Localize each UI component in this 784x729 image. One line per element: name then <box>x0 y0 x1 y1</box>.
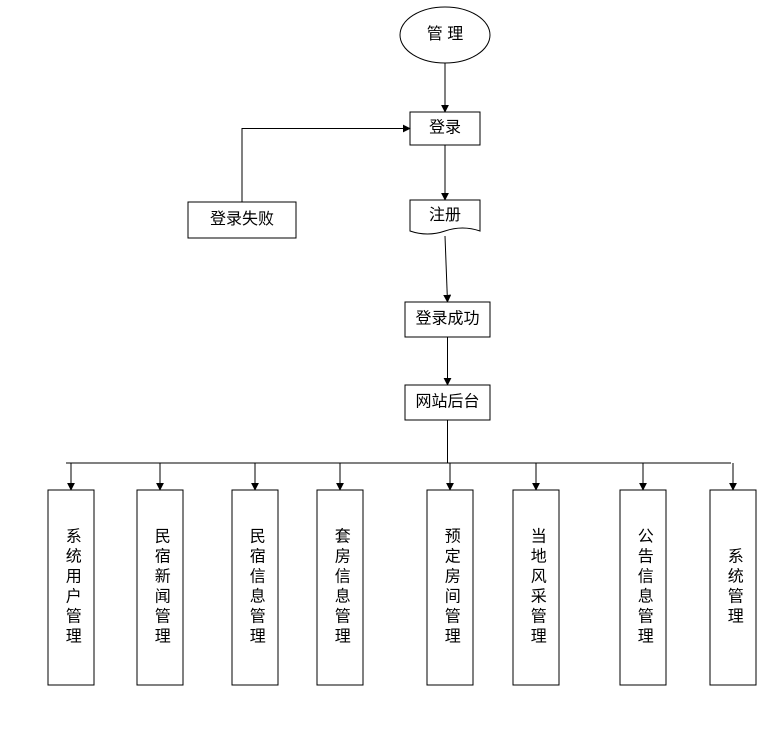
modules-group: 系统用户管理 民宿新闻管理 民宿信息管理 套房信息管理 预定房间管理 当地风采管理 公告信息… <box>48 463 756 685</box>
edge-register-success <box>445 236 448 302</box>
module-label-6: 公告信息管理 <box>635 528 654 648</box>
node-login-label: 登录 <box>429 119 461 137</box>
module-label-7: 系统管理 <box>725 548 744 628</box>
node-login-fail-label: 登录失败 <box>210 210 274 228</box>
module-label-0: 系统用户管理 <box>63 528 82 648</box>
node-root-label: 管 理 <box>427 25 463 43</box>
edge-fail-login <box>242 129 410 203</box>
module-label-2: 民宿信息管理 <box>247 528 266 648</box>
module-label-1: 民宿新闻管理 <box>152 528 171 648</box>
module-label-5: 当地风采管理 <box>528 528 547 648</box>
node-backend-label: 网站后台 <box>415 393 479 411</box>
node-login-success-label: 登录成功 <box>415 310 479 328</box>
node-register-label: 注册 <box>429 206 461 224</box>
flowchart: 管 理 登录 登录失败 注册 登录成功 网站后台 系统用户管理 民宿新闻管理 民宿信… <box>0 0 784 729</box>
module-label-4: 预定房间管理 <box>442 528 461 648</box>
module-label-3: 套房信息管理 <box>332 528 351 648</box>
